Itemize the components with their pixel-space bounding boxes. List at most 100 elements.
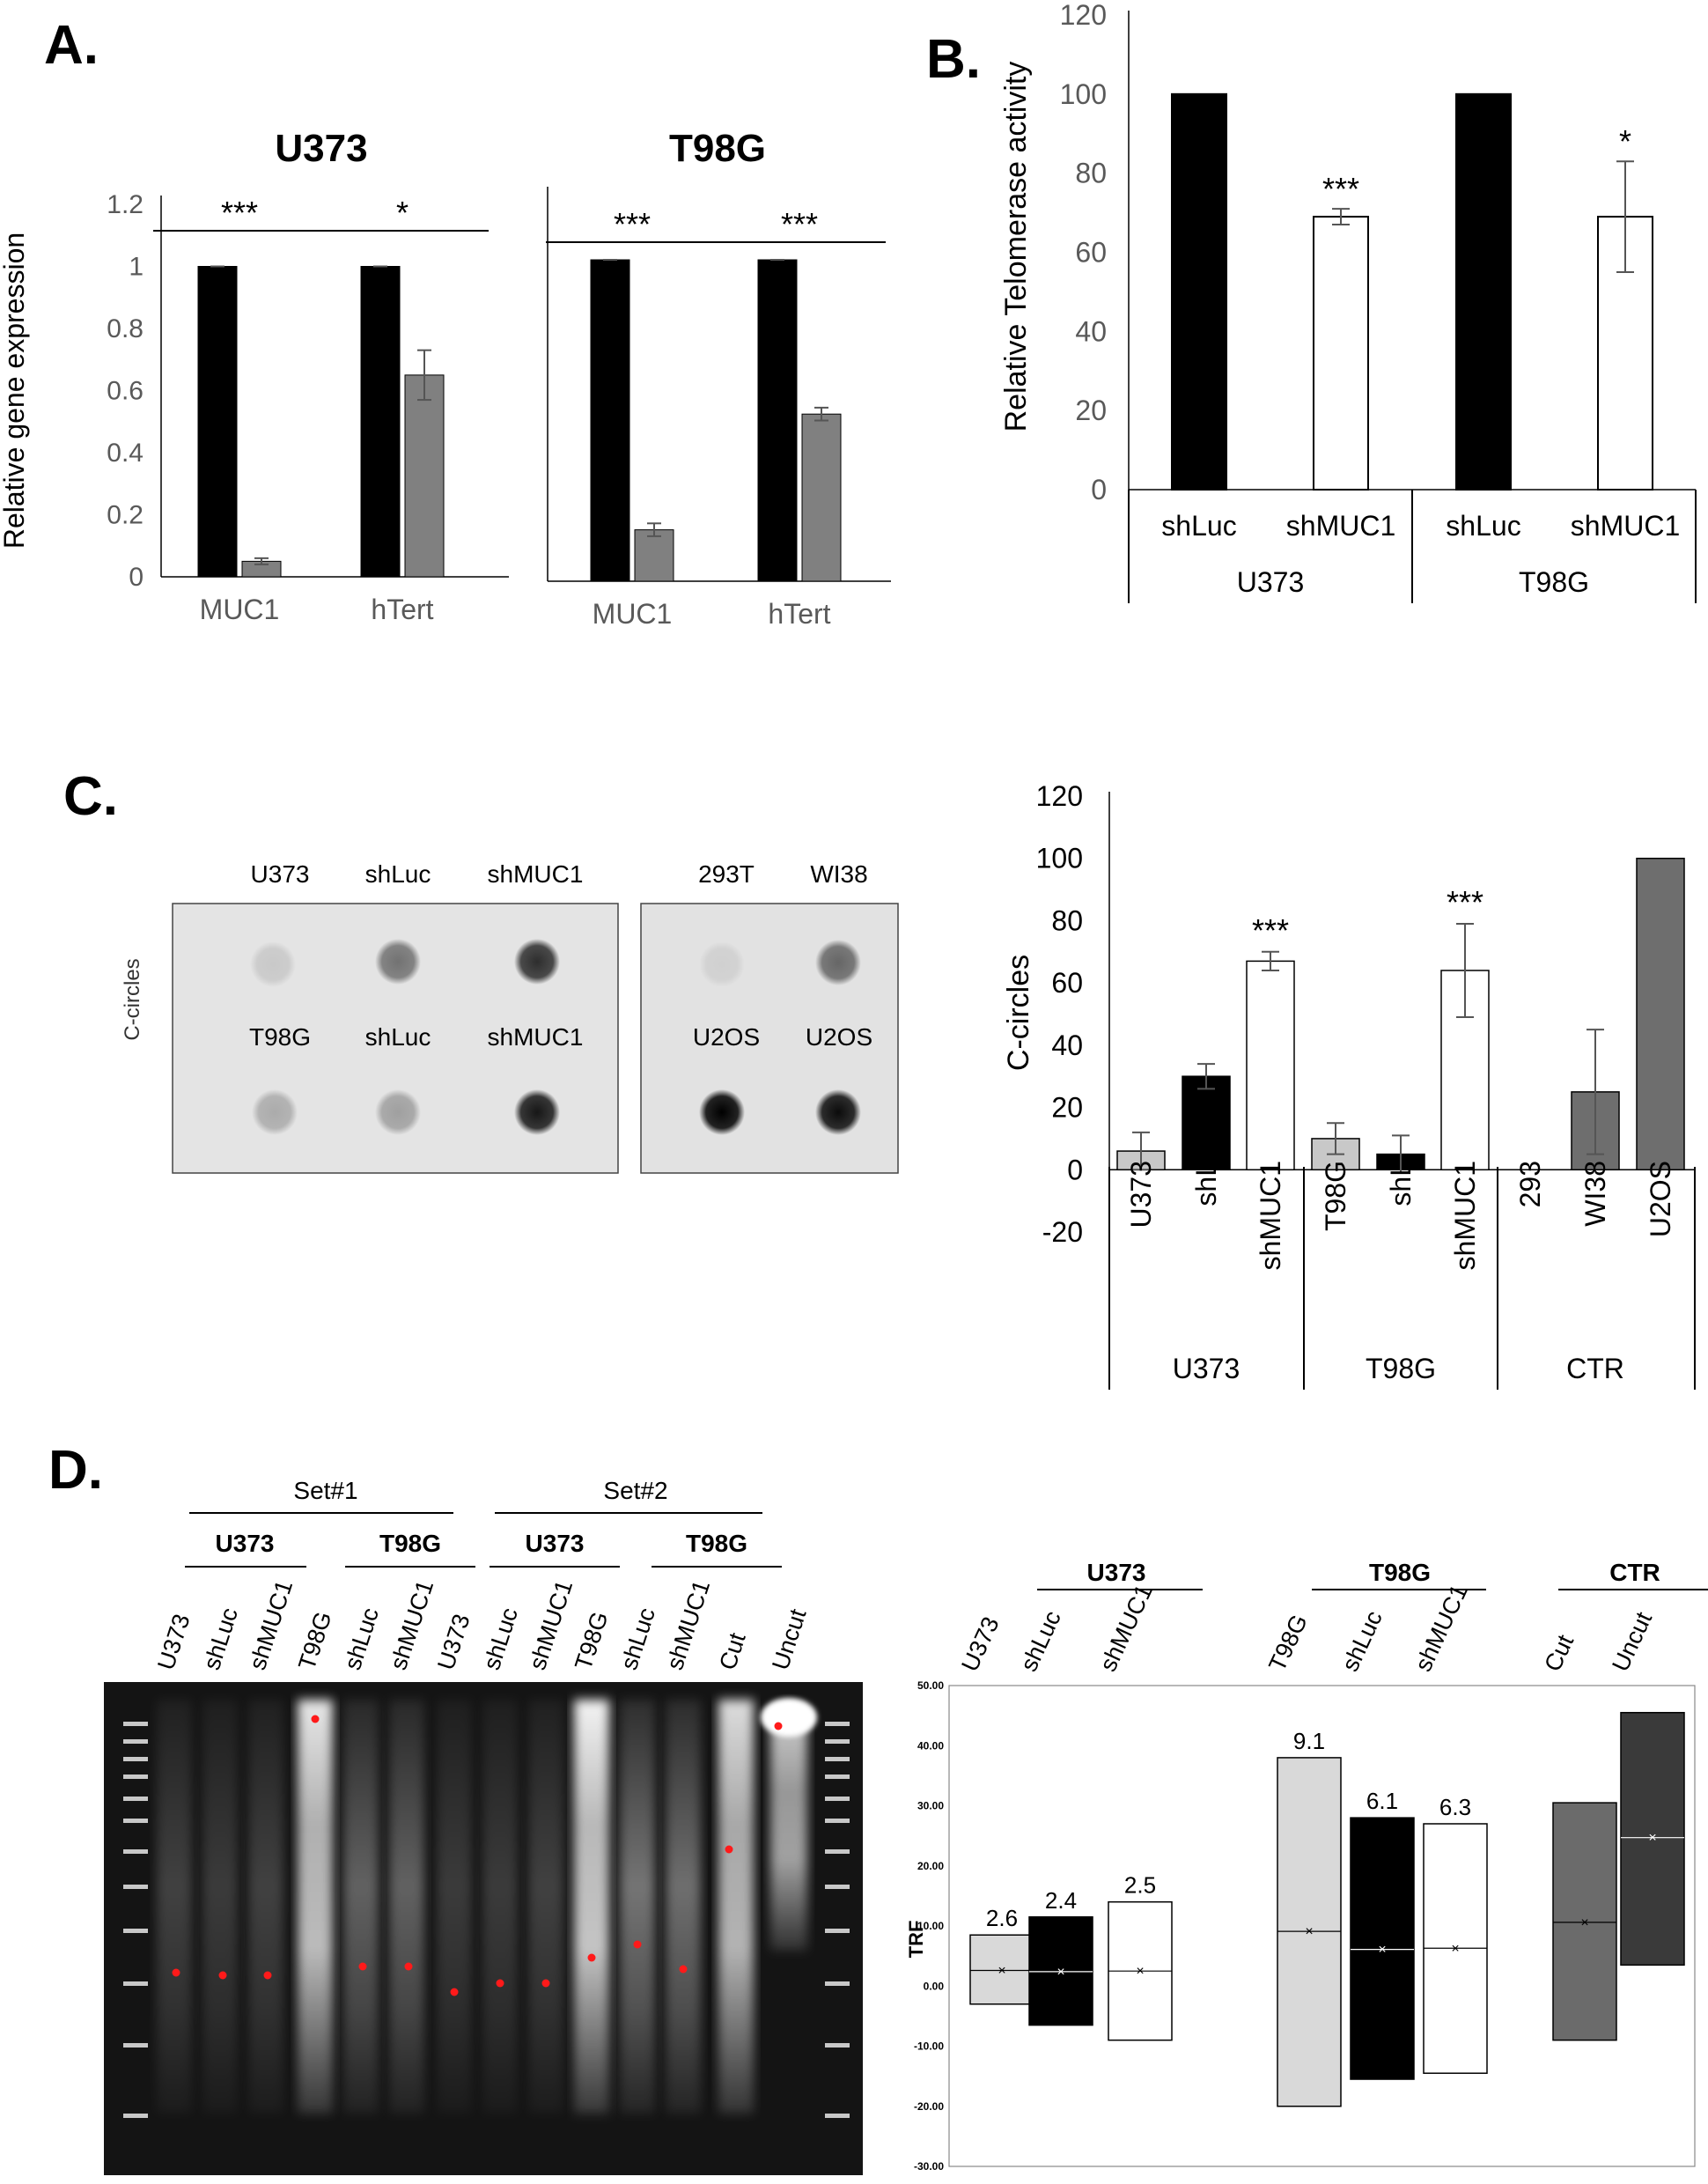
gel-ladder-band [825, 1885, 850, 1889]
gel-lane-label: U373 [152, 1611, 195, 1673]
y-tick-label: 0.4 [107, 439, 144, 468]
box-mean-marker: × [1136, 1964, 1144, 1979]
x-category-label: U2OS [1645, 1161, 1676, 1237]
gel-lane-label: shMUC1 [244, 1577, 298, 1673]
box [1620, 1711, 1685, 1966]
gel-ladder-band [825, 1929, 850, 1933]
group-label: CTR [1566, 1353, 1624, 1384]
significance-marker: *** [221, 195, 258, 231]
x-category-label: shMUC1 [1286, 510, 1395, 542]
blot-dot [815, 1089, 861, 1135]
gel-ladder-band [825, 1819, 850, 1823]
y-tick-label: -10.00 [914, 2040, 944, 2053]
y-tick-label: 60 [1075, 237, 1107, 269]
gel-lane-label: T98G [293, 1608, 336, 1672]
blot-lane-label: WI38 [810, 860, 867, 888]
y-tick-label: 20.00 [917, 1860, 944, 1872]
gel-band-marker [311, 1715, 320, 1723]
group-label: U373 [1173, 1353, 1241, 1384]
box-mean-marker: × [1580, 1915, 1588, 1930]
y-tick-label: 50.00 [917, 1679, 944, 1692]
group-label: U373 [1237, 566, 1305, 598]
x-category-label: hTert [768, 598, 830, 630]
chart-c-circles: -20 0 20 40 60 80 100 120 C-circles U373 shL *** shM… [1002, 780, 1696, 1390]
gel-lane-smear [157, 1700, 192, 2114]
gel-lane-smear [528, 1700, 563, 2114]
y-tick-label: 30.00 [917, 1800, 944, 1812]
gel-band-marker [633, 1940, 642, 1949]
blot-lane-label: 293T [698, 860, 755, 888]
gel-ladder-band [825, 1797, 850, 1801]
box [1552, 1802, 1617, 2041]
y-tick-label: 10.00 [917, 1920, 944, 1932]
gel-ladder-band [123, 1849, 148, 1854]
dot-blot: C-circles U373 shLuc shMUC1 T98G shLuc shMUC1… [121, 860, 899, 1174]
blot-dot [252, 1089, 298, 1135]
subgroup-label: U373 [216, 1530, 275, 1557]
x-category-label: shLuc [1015, 1607, 1066, 1676]
x-category-label: Cut [1539, 1630, 1579, 1675]
gel-lane-smear [620, 1700, 655, 2114]
gel-lane-smear [482, 1700, 518, 2114]
bar [634, 529, 674, 582]
y-tick-label: -30.00 [914, 2160, 944, 2173]
panel-label-b: B. [926, 29, 981, 90]
blot-lane-label: shLuc [365, 1023, 431, 1051]
x-category-label: shL [1190, 1161, 1222, 1206]
gel-lane-label: shMUC1 [661, 1577, 715, 1673]
blot-dot [375, 1089, 421, 1135]
y-tick-label: 80 [1051, 904, 1083, 936]
x-category-label: shMUC1 [1449, 1161, 1481, 1270]
x-category-label: shMUC1 [1094, 1581, 1158, 1676]
chart-b-telomerase: 0 20 40 60 80 100 120 Relative Telomerase activ… [999, 0, 1697, 603]
gel-ladder-band [123, 2043, 148, 2048]
chart-a-u373: U373 0 0.2 0.4 0.6 0.8 1 1.2 Relative gene expre… [0, 127, 509, 625]
y-tick-label: 20 [1075, 395, 1107, 426]
blot-dot [699, 1089, 745, 1135]
blot-lane-label: shMUC1 [488, 1023, 584, 1051]
gel-lane-label: T98G [570, 1608, 613, 1672]
y-tick-label: 0 [129, 563, 144, 592]
box-value-label: 6.1 [1366, 1788, 1398, 1814]
x-category-label: T98G [1263, 1611, 1313, 1676]
bar [801, 413, 842, 582]
bar [360, 266, 401, 578]
box-mean-marker: × [1305, 1924, 1313, 1939]
group-label: U373 [1087, 1559, 1146, 1586]
gel-lane-smear [389, 1700, 424, 2114]
gel-lane-smear [574, 1700, 609, 2114]
blot-dot [699, 941, 745, 987]
subgroup-label: T98G [379, 1530, 441, 1557]
blot-lane-label: shMUC1 [488, 860, 584, 888]
group-label: T98G [1366, 1353, 1436, 1384]
blot-dot [815, 940, 861, 985]
bar [404, 374, 445, 578]
gel-lane-label: U373 [432, 1611, 475, 1673]
gel-lane-smear [343, 1700, 379, 2114]
box-mean-marker: × [1056, 1965, 1064, 1980]
x-category-label: shMUC1 [1255, 1161, 1286, 1270]
significance-marker: *** [1322, 171, 1359, 207]
significance-marker: * [1619, 123, 1631, 159]
gel-lane-smear [202, 1700, 238, 2114]
x-category-label: Uncut [1607, 1607, 1657, 1675]
bar [590, 259, 630, 582]
chart-title: T98G [669, 127, 766, 170]
bar [1636, 857, 1685, 1171]
box [1028, 1916, 1093, 2026]
subgroup-label: U373 [526, 1530, 585, 1557]
box-mean-marker: × [1648, 1831, 1656, 1846]
panel-label-d: D. [48, 1440, 103, 1501]
x-category-label: MUC1 [593, 598, 673, 630]
group-label: T98G [1519, 566, 1589, 598]
gel-ladder-band [123, 1739, 148, 1744]
y-tick-label: 60 [1051, 967, 1083, 999]
x-category-label: shL [1385, 1161, 1417, 1206]
gel-ladder-band [825, 1981, 850, 1986]
gel-ladder-band [825, 1849, 850, 1854]
x-category-label: U373 [956, 1612, 1004, 1675]
gel-ladder-band [123, 1722, 148, 1726]
blot-lane-label: shLuc [365, 860, 431, 888]
y-tick-label: 40 [1075, 315, 1107, 347]
